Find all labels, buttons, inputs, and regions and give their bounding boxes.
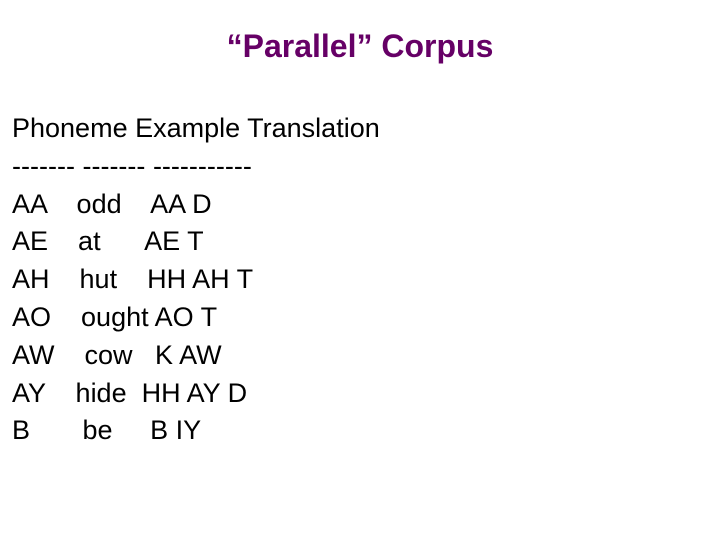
cell-translation: B IY: [150, 415, 201, 445]
cell-translation: HH AY D: [142, 378, 248, 408]
table-row: AY hide HH AY D: [12, 375, 380, 413]
cell-translation: AA D: [150, 189, 212, 219]
cell-phoneme: AH: [12, 264, 50, 294]
cell-example: cow: [85, 340, 133, 370]
table-separator-row: ------- ------- -----------: [12, 148, 380, 186]
header-translation: Translation: [247, 113, 380, 143]
cell-translation: AE T: [144, 226, 204, 256]
header-example: Example: [135, 113, 240, 143]
sep-phoneme: -------: [12, 151, 75, 181]
cell-example: odd: [77, 189, 122, 219]
cell-translation: K AW: [155, 340, 222, 370]
table-row: AW cow K AW: [12, 337, 380, 375]
cell-example: be: [83, 415, 113, 445]
cell-phoneme: AY: [12, 378, 46, 408]
cell-example: hide: [76, 378, 127, 408]
cell-translation: AO T: [155, 302, 218, 332]
table-header-row: Phoneme Example Translation: [12, 110, 380, 148]
sep-example: -------: [82, 151, 145, 181]
header-phoneme: Phoneme: [12, 113, 128, 143]
slide-body: Phoneme Example Translation ------- ----…: [12, 110, 380, 450]
table-row: AH hut HH AH T: [12, 261, 380, 299]
table-row: AE at AE T: [12, 223, 380, 261]
cell-phoneme: AE: [12, 226, 48, 256]
cell-phoneme: AW: [12, 340, 55, 370]
sep-translation: -----------: [153, 151, 252, 181]
cell-example: ought: [81, 302, 149, 332]
cell-phoneme: AO: [12, 302, 51, 332]
table-row: B be B IY: [12, 412, 380, 450]
cell-translation: HH AH T: [147, 264, 253, 294]
slide: “Parallel” Corpus Phoneme Example Transl…: [0, 0, 720, 540]
table-row: AA odd AA D: [12, 186, 380, 224]
cell-example: hut: [80, 264, 118, 294]
table-row: AO ought AO T: [12, 299, 380, 337]
cell-phoneme: B: [12, 415, 30, 445]
cell-phoneme: AA: [12, 189, 47, 219]
slide-title: “Parallel” Corpus: [0, 28, 720, 65]
cell-example: at: [78, 226, 101, 256]
